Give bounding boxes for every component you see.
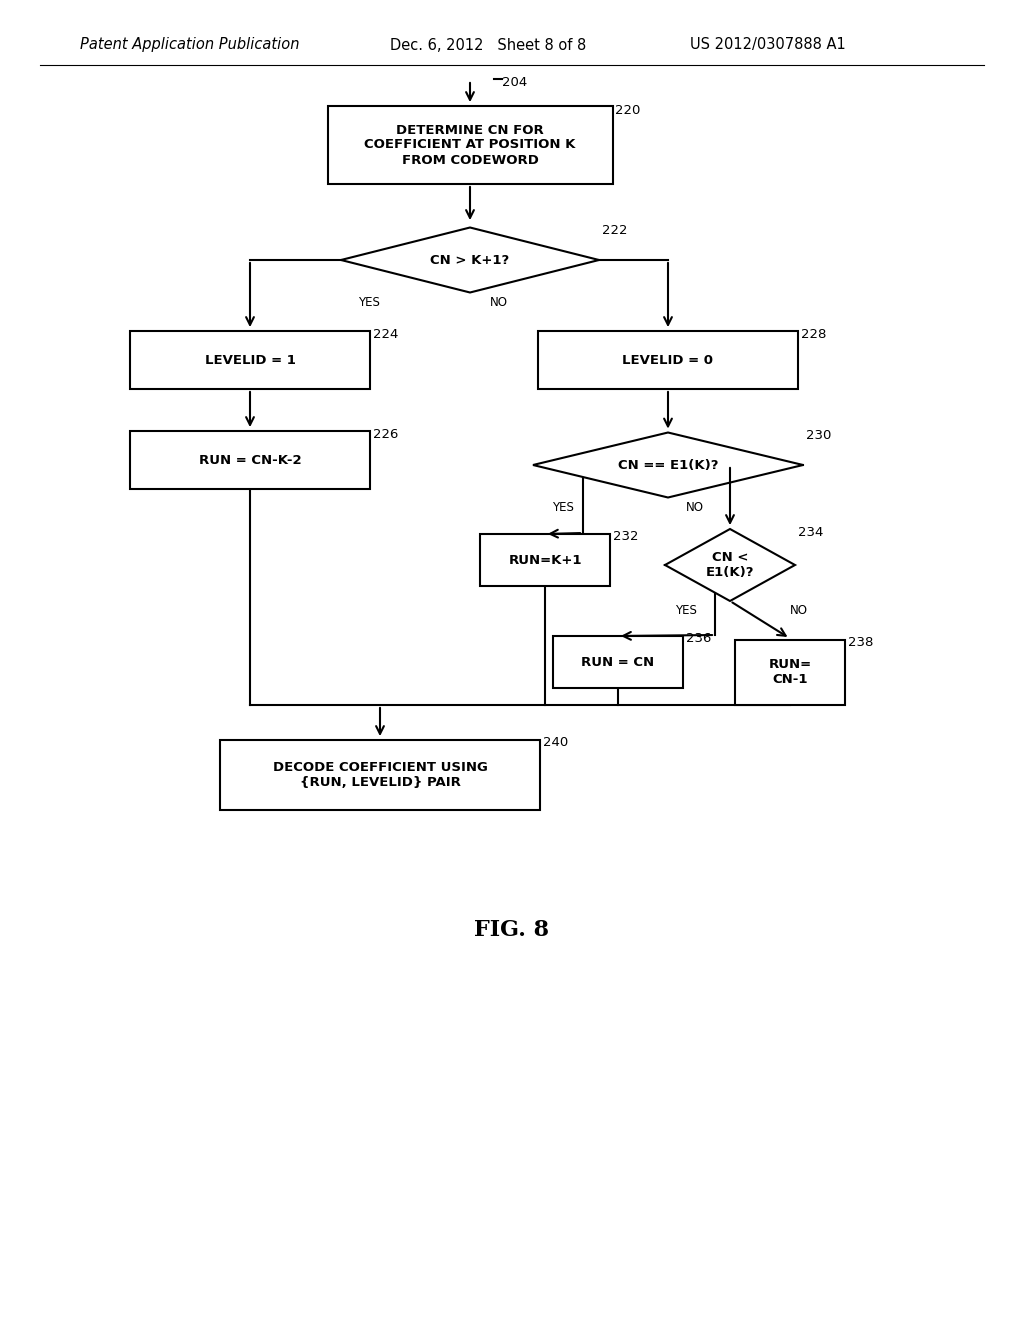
Text: 226: 226 bbox=[373, 428, 398, 441]
Text: FIG. 8: FIG. 8 bbox=[474, 919, 550, 941]
Text: CN > K+1?: CN > K+1? bbox=[430, 253, 510, 267]
Text: CN == E1(K)?: CN == E1(K)? bbox=[617, 458, 718, 471]
Text: Dec. 6, 2012   Sheet 8 of 8: Dec. 6, 2012 Sheet 8 of 8 bbox=[390, 37, 587, 53]
Text: 204: 204 bbox=[502, 75, 527, 88]
Text: 232: 232 bbox=[613, 531, 639, 544]
Text: YES: YES bbox=[675, 605, 697, 618]
Polygon shape bbox=[534, 433, 803, 498]
Text: NO: NO bbox=[686, 502, 705, 513]
Text: RUN = CN-K-2: RUN = CN-K-2 bbox=[199, 454, 301, 466]
Text: NO: NO bbox=[790, 605, 808, 618]
FancyBboxPatch shape bbox=[735, 639, 845, 705]
Text: LEVELID = 1: LEVELID = 1 bbox=[205, 354, 296, 367]
Text: 228: 228 bbox=[801, 327, 826, 341]
FancyBboxPatch shape bbox=[130, 432, 370, 488]
Text: YES: YES bbox=[358, 296, 380, 309]
Text: NO: NO bbox=[490, 296, 508, 309]
Text: Patent Application Publication: Patent Application Publication bbox=[80, 37, 299, 53]
Text: YES: YES bbox=[552, 502, 573, 513]
Polygon shape bbox=[665, 529, 795, 601]
Text: US 2012/0307888 A1: US 2012/0307888 A1 bbox=[690, 37, 846, 53]
Text: DETERMINE CN FOR
COEFFICIENT AT POSITION K
FROM CODEWORD: DETERMINE CN FOR COEFFICIENT AT POSITION… bbox=[365, 124, 575, 166]
Text: 234: 234 bbox=[798, 525, 823, 539]
Text: RUN=K+1: RUN=K+1 bbox=[508, 553, 582, 566]
Text: 236: 236 bbox=[686, 632, 712, 645]
Text: RUN=
CN-1: RUN= CN-1 bbox=[768, 657, 812, 686]
FancyBboxPatch shape bbox=[480, 535, 610, 586]
FancyBboxPatch shape bbox=[130, 331, 370, 389]
Text: 220: 220 bbox=[615, 104, 641, 117]
Text: CN <
E1(K)?: CN < E1(K)? bbox=[706, 550, 755, 579]
Text: 230: 230 bbox=[806, 429, 831, 442]
Text: DECODE COEFFICIENT USING
{RUN, LEVELID} PAIR: DECODE COEFFICIENT USING {RUN, LEVELID} … bbox=[272, 762, 487, 789]
FancyBboxPatch shape bbox=[328, 106, 612, 183]
FancyBboxPatch shape bbox=[220, 741, 540, 810]
FancyBboxPatch shape bbox=[553, 636, 683, 688]
Text: 240: 240 bbox=[543, 737, 568, 750]
Text: 238: 238 bbox=[848, 636, 873, 649]
Text: LEVELID = 0: LEVELID = 0 bbox=[623, 354, 714, 367]
Text: 224: 224 bbox=[373, 327, 398, 341]
Text: 222: 222 bbox=[602, 224, 628, 238]
Text: RUN = CN: RUN = CN bbox=[582, 656, 654, 668]
Polygon shape bbox=[341, 227, 599, 293]
FancyBboxPatch shape bbox=[538, 331, 798, 389]
